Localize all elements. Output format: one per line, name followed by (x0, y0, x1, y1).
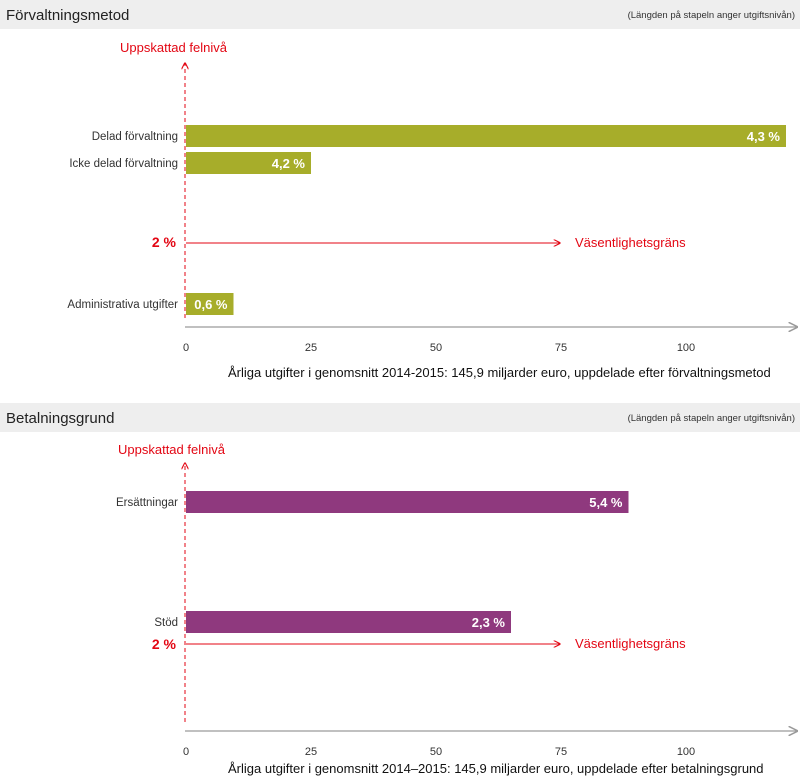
bar (186, 611, 511, 633)
panel-2-bars: 5,4 % Ersättningar 2,3 % Stöd (116, 491, 629, 633)
bar (186, 125, 786, 147)
x-tick-label: 100 (677, 746, 695, 758)
panel-2-title: Betalningsgrund (6, 410, 114, 427)
x-tick-label: 75 (555, 342, 567, 354)
panel-2-note: (Längden på stapeln anger utgiftsnivån) (628, 413, 795, 424)
x-tick-label: 25 (305, 746, 317, 758)
panel-2-x-ticks: 0 25 50 75 100 (183, 746, 695, 758)
x-tick-label: 0 (183, 342, 189, 354)
x-tick-label: 50 (430, 342, 442, 354)
panel-1-title: Förvaltningsmetod (6, 7, 129, 24)
category-label: Icke delad förvaltning (69, 158, 178, 170)
bar-value-label: 4,2 % (272, 156, 306, 171)
category-label: Administrativa utgifter (67, 299, 178, 311)
category-label: Delad förvaltning (92, 131, 178, 143)
bar-value-label: 4,3 % (747, 129, 781, 144)
panel-1-threshold-label: Väsentlighetsgräns (575, 235, 686, 250)
panel-2-y-axis-label: Uppskattad felnivå (118, 442, 226, 457)
panel-1-y-axis-label: Uppskattad felnivå (120, 40, 228, 55)
panel-1: Förvaltningsmetod (Längden på stapeln an… (0, 0, 800, 380)
panel-1-x-axis-label: Årliga utgifter i genomsnitt 2014-2015: … (228, 365, 771, 380)
panel-1-header-bg (0, 0, 800, 29)
bar (186, 152, 311, 174)
panel-1-threshold-value: 2 % (152, 234, 177, 250)
panel-2-threshold-label: Väsentlighetsgräns (575, 636, 686, 651)
x-tick-label: 100 (677, 342, 695, 354)
panel-2: Betalningsgrund (Längden på stapeln ange… (0, 403, 800, 776)
x-tick-label: 75 (555, 746, 567, 758)
bar-value-label: 5,4 % (589, 495, 623, 510)
category-label: Stöd (154, 617, 178, 629)
x-tick-label: 50 (430, 746, 442, 758)
panel-1-x-ticks: 0 25 50 75 100 (183, 342, 695, 354)
category-label: Ersättningar (116, 497, 178, 509)
panel-1-bars: 4,3 % Delad förvaltning 4,2 % Icke delad fö… (67, 125, 786, 315)
panel-2-threshold-value: 2 % (152, 636, 177, 652)
panel-1-note: (Längden på stapeln anger utgiftsnivån) (628, 10, 795, 21)
bar-value-label: 0,6 % (194, 297, 228, 312)
panel-2-header-bg (0, 403, 800, 432)
x-tick-label: 25 (305, 342, 317, 354)
x-tick-label: 0 (183, 746, 189, 758)
bar (186, 491, 629, 513)
bar-value-label: 2,3 % (472, 615, 506, 630)
bar (186, 293, 234, 315)
panel-2-x-axis-label: Årliga utgifter i genomsnitt 2014–2015: … (228, 761, 764, 776)
